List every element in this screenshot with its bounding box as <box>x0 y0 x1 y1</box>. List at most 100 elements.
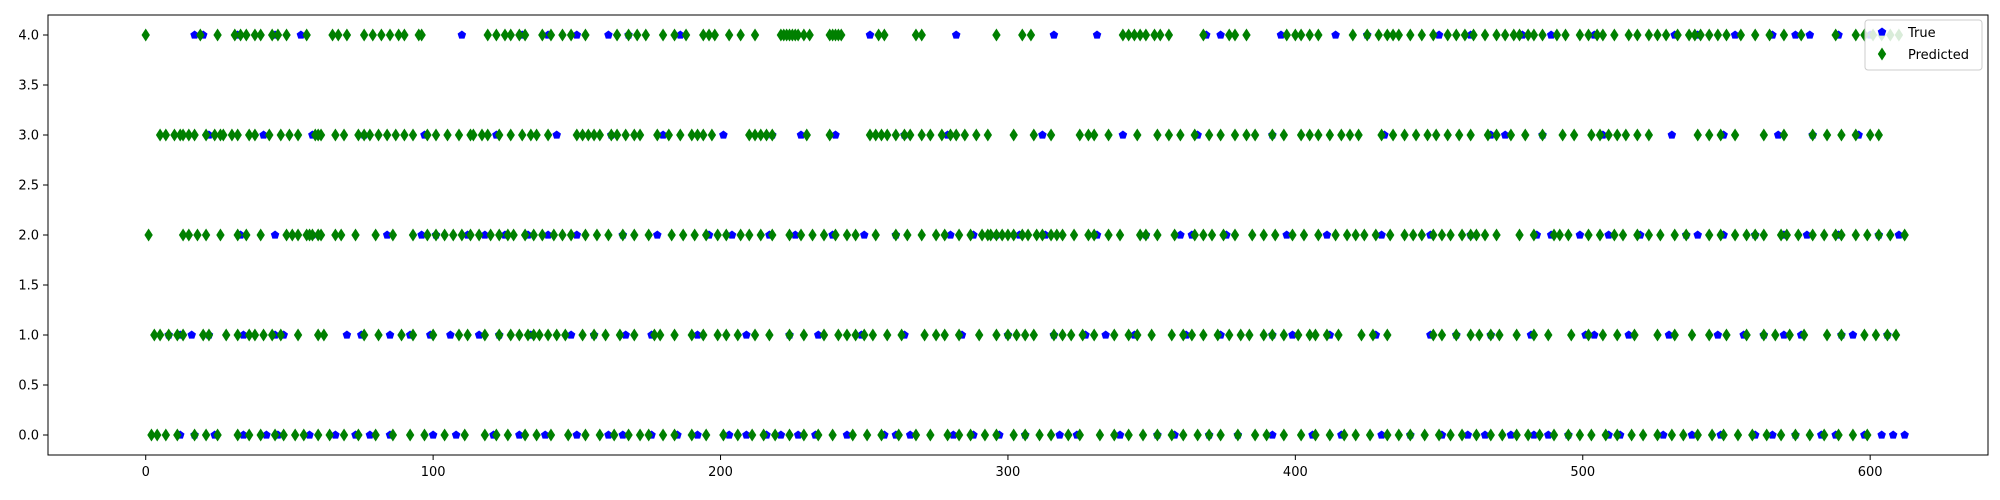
predicted-point <box>667 228 676 242</box>
predicted-point <box>1696 28 1705 42</box>
true-point <box>842 430 852 439</box>
predicted-point <box>808 228 817 242</box>
predicted-point <box>1371 228 1381 242</box>
predicted-point <box>1707 428 1717 442</box>
predicted-point <box>1805 428 1815 442</box>
predicted-point <box>394 28 403 42</box>
true-point <box>946 230 955 239</box>
predicted-point <box>799 328 809 342</box>
predicted-point <box>1296 428 1306 442</box>
true-point <box>1791 30 1800 39</box>
predicted-point <box>1472 428 1481 442</box>
true-point <box>1529 430 1539 439</box>
predicted-point <box>351 228 360 242</box>
predicted-point <box>1644 28 1654 42</box>
predicted-point <box>1225 28 1234 42</box>
predicted-point <box>267 328 277 342</box>
predicted-point <box>480 328 490 342</box>
predicted-point <box>155 128 165 142</box>
predicted-point <box>477 128 487 142</box>
predicted-point <box>371 228 380 242</box>
true-point <box>1624 330 1633 339</box>
true-point <box>1118 130 1128 139</box>
predicted-point <box>495 128 504 142</box>
predicted-point <box>1104 228 1113 242</box>
true-point <box>1687 430 1697 439</box>
predicted-point <box>1388 28 1398 42</box>
predicted-point <box>615 328 625 342</box>
predicted-point <box>1509 28 1518 42</box>
predicted-point <box>917 128 926 142</box>
true-point <box>604 430 613 439</box>
predicted-point <box>722 328 731 342</box>
predicted-point <box>1058 328 1067 342</box>
y-tick-label: 2.5 <box>18 179 39 194</box>
y-tick-label: 0.0 <box>18 429 39 444</box>
predicted-point <box>977 228 987 242</box>
true-point <box>543 230 553 239</box>
predicted-point <box>1575 28 1585 42</box>
predicted-point <box>834 328 843 342</box>
predicted-point <box>1268 328 1277 342</box>
predicted-point <box>219 128 228 142</box>
predicted-point <box>699 328 708 342</box>
predicted-point <box>1492 128 1501 142</box>
predicted-point <box>952 128 961 142</box>
predicted-point <box>1009 128 1018 142</box>
predicted-point <box>190 128 199 142</box>
true-point <box>1268 430 1277 439</box>
predicted-point <box>1460 28 1470 42</box>
predicted-point <box>213 428 222 442</box>
predicted-point <box>316 128 326 142</box>
predicted-point <box>466 228 475 242</box>
predicted-point <box>1038 228 1047 242</box>
predicted-point <box>1667 428 1677 442</box>
predicted-point <box>1549 428 1559 442</box>
true-point <box>604 30 613 39</box>
predicted-point <box>279 428 288 442</box>
predicted-point <box>1705 328 1714 342</box>
predicted-point <box>1564 228 1573 242</box>
predicted-point <box>1124 28 1133 42</box>
predicted-point <box>1388 128 1398 142</box>
predicted-point <box>1705 128 1714 142</box>
true-point <box>1463 430 1473 439</box>
predicted-point <box>1523 428 1533 442</box>
predicted-point <box>630 128 639 142</box>
predicted-point <box>1569 128 1579 142</box>
predicted-point <box>190 428 199 442</box>
predicted-point <box>799 28 809 42</box>
predicted-point <box>1771 328 1780 342</box>
true-point <box>949 430 958 439</box>
true-point <box>653 230 662 239</box>
predicted-point <box>581 428 590 442</box>
predicted-point <box>199 328 208 342</box>
predicted-point <box>1638 428 1648 442</box>
predicted-point <box>1406 428 1415 442</box>
predicted-point <box>785 228 794 242</box>
predicted-point <box>178 128 188 142</box>
predicted-point <box>408 328 418 342</box>
predicted-point <box>1311 328 1320 342</box>
predicted-point <box>701 428 711 442</box>
predicted-point <box>1776 228 1786 242</box>
predicted-point <box>334 28 343 42</box>
true-point <box>1888 430 1898 439</box>
predicted-point <box>1624 28 1633 42</box>
predicted-point <box>1259 328 1268 342</box>
predicted-point <box>1673 28 1682 42</box>
y-tick-label: 3.0 <box>18 129 39 144</box>
predicted-point <box>1492 28 1501 42</box>
predicted-point <box>883 128 892 142</box>
predicted-point <box>1785 328 1794 342</box>
predicted-point <box>1018 28 1027 42</box>
predicted-point <box>1354 128 1363 142</box>
true-point <box>566 330 576 339</box>
true-point <box>446 330 455 339</box>
predicted-point <box>1437 328 1447 342</box>
predicted-point <box>1633 128 1642 142</box>
predicted-point <box>1245 328 1254 342</box>
predicted-point <box>793 28 803 42</box>
predicted-point <box>670 328 679 342</box>
predicted-point <box>1406 28 1415 42</box>
